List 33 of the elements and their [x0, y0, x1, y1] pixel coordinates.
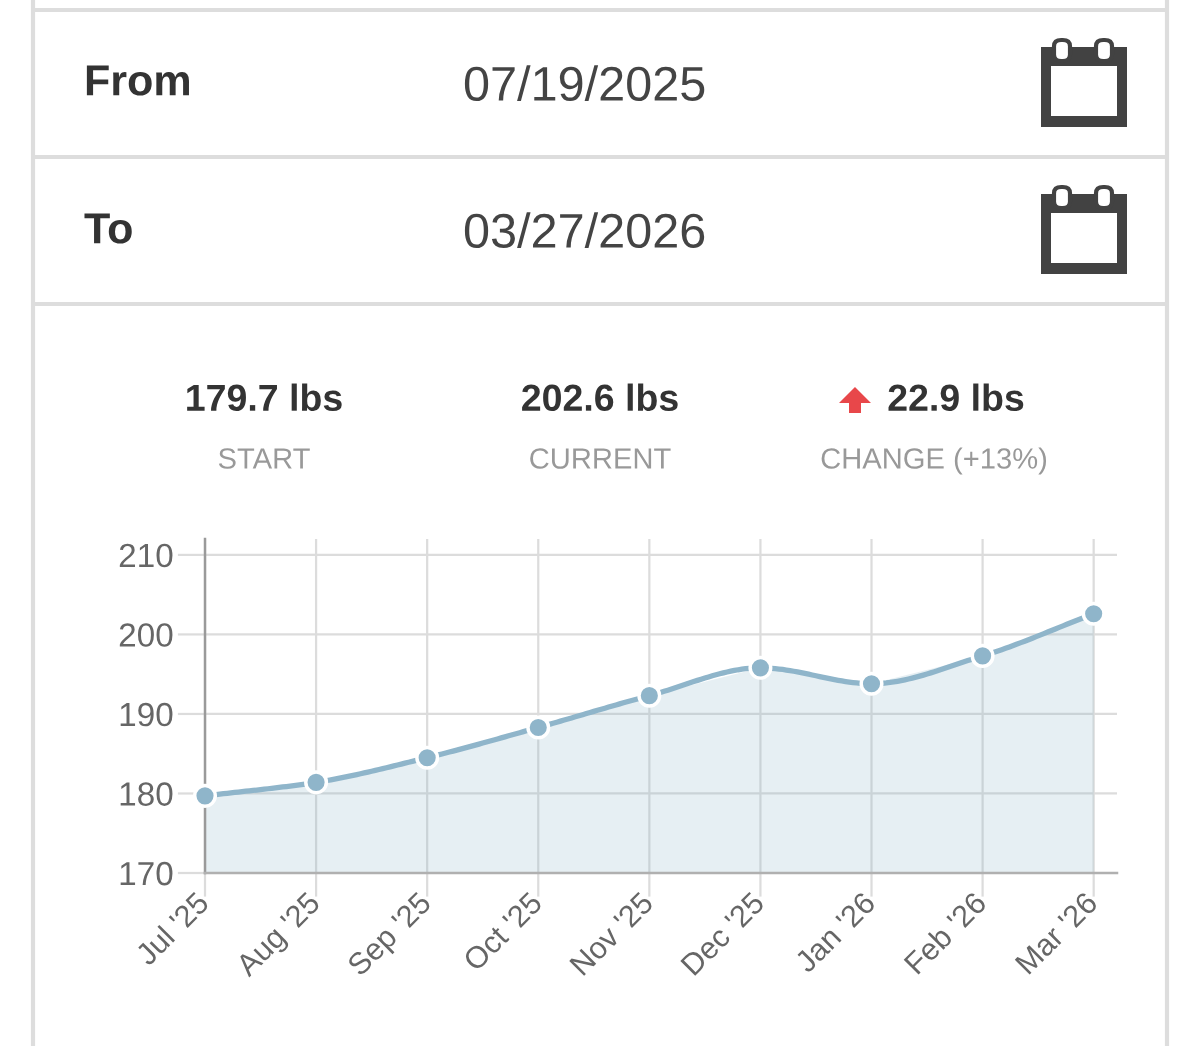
text: CHANGE (+13%) [821, 447, 1047, 475]
y-tick-label: 180 [120, 782, 173, 806]
point [415, 745, 440, 770]
x-tick-label: Feb '26 [902, 890, 988, 975]
text: From [86, 65, 189, 96]
point [304, 770, 329, 795]
x-tick-label: Jan '26 [793, 890, 877, 974]
x-tick-label: Nov '25 [569, 890, 655, 976]
text: 03/27/2026 [464, 212, 705, 249]
point [637, 683, 662, 708]
text: 179.7 lbs [187, 383, 342, 412]
point [192, 783, 218, 808]
point [748, 655, 773, 680]
y-tick-label: 170 [120, 861, 173, 886]
point [859, 671, 884, 696]
x-tick-label: Dec '25 [680, 890, 766, 976]
x-tick-label: Jul '25 [133, 890, 210, 967]
text: 07/19/2025 [464, 65, 705, 102]
point [526, 715, 551, 740]
text: CURRENT [530, 448, 671, 469]
x-tick-label: Mar '26 [1014, 890, 1099, 975]
text: START [218, 448, 310, 469]
point [1081, 601, 1106, 626]
y-tick-label: 190 [120, 702, 173, 727]
x-tick-label: Aug '25 [234, 890, 326, 983]
text: To [84, 213, 132, 244]
y-tick-label: 200 [119, 623, 173, 647]
y-tick-label: 210 [119, 543, 173, 568]
text: 22.9 lbs [888, 383, 1024, 412]
point [970, 643, 995, 668]
x-tick-label: Sep '25 [346, 890, 437, 982]
x-tick-label: Oct '25 [462, 890, 544, 972]
text: 202.6 lbs [522, 383, 678, 412]
